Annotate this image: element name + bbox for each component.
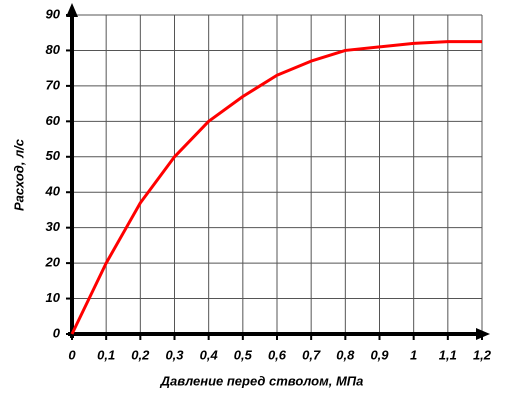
x-tick-label: 0 [68, 347, 76, 362]
x-axis-arrow [476, 328, 490, 340]
x-tick-label: 0,6 [268, 347, 287, 362]
x-tick-label: 0,8 [336, 347, 355, 362]
y-tick-label: 0 [53, 325, 61, 340]
y-axis-arrow [66, 3, 78, 17]
y-tick-label: 50 [46, 148, 61, 163]
x-tick-label: 0,2 [131, 347, 150, 362]
y-axis-label: Расход, л/с [11, 138, 26, 211]
y-tick-label: 40 [45, 184, 61, 199]
y-tick-label: 60 [46, 113, 61, 128]
y-tick-label: 10 [46, 290, 61, 305]
x-tick-label: 0,9 [370, 347, 389, 362]
x-tick-label: 0,3 [165, 347, 184, 362]
y-tick-label: 30 [46, 219, 61, 234]
y-tick-label: 20 [45, 255, 61, 270]
y-tick-label: 90 [46, 6, 61, 21]
y-tick-label: 70 [46, 77, 61, 92]
x-tick-label: 1,1 [439, 347, 457, 362]
x-tick-label: 0,1 [97, 347, 115, 362]
y-tick-label: 80 [46, 42, 61, 57]
x-axis-label: Давление перед стволом, МПа [160, 373, 364, 388]
x-tick-label: 0,4 [200, 347, 219, 362]
x-tick-label: 1,2 [473, 347, 492, 362]
x-tick-label: 1 [410, 347, 417, 362]
x-tick-label: 0,5 [234, 347, 253, 362]
data-line [70, 40, 482, 335]
x-tick-label: 0,7 [302, 347, 321, 362]
